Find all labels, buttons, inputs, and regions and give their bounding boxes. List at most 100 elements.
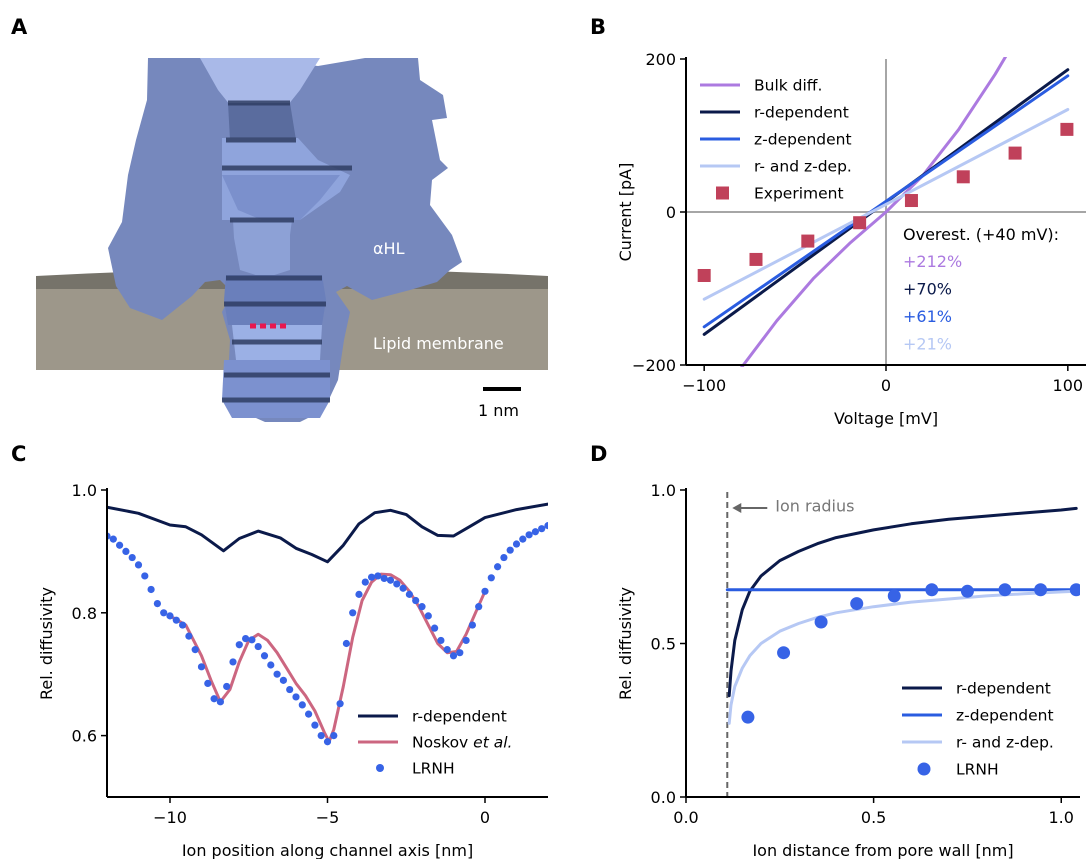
series-lrnh-marker xyxy=(777,646,791,660)
scale-bar-label: 1 nm xyxy=(478,401,519,420)
series-lrnh-marker xyxy=(544,522,548,530)
y-tick-label: 0 xyxy=(666,203,676,222)
series-lrnh-marker xyxy=(342,639,350,648)
plot-area xyxy=(725,506,1080,725)
series-lrnh-marker xyxy=(525,531,533,539)
chart-b: −100 0 100 −200 0 200 Voltage [mV] Current [pA]… xyxy=(616,50,1086,428)
series-lrnh-marker xyxy=(349,609,357,617)
legend: r-dependent Noskov et al. LRNH xyxy=(358,708,512,778)
series-lrnh-marker xyxy=(456,649,464,657)
legend-label: LRNH xyxy=(412,760,455,778)
series-lrnh-marker xyxy=(462,636,470,645)
y-tick-label: 0.8 xyxy=(72,604,97,623)
series-lrnh-marker xyxy=(374,572,382,580)
ion-radius-label: Ion radius xyxy=(775,497,854,516)
series-lrnh-marker xyxy=(437,636,445,645)
legend-label: Noskov et al. xyxy=(412,734,512,752)
series-r-dependent-line xyxy=(107,502,548,564)
series-lrnh-marker xyxy=(179,621,187,629)
series-lrnh-marker xyxy=(185,632,193,640)
series-lrnh-marker xyxy=(191,646,199,654)
legend-label: r-dependent xyxy=(754,104,849,122)
panel-label-b: B xyxy=(590,15,606,39)
series-lrnh-marker xyxy=(210,695,218,703)
legend-label: r- and z-dep. xyxy=(956,734,1054,752)
series-experiment-marker xyxy=(853,216,867,230)
y-tick-label: 200 xyxy=(645,50,676,69)
series-lrnh-marker xyxy=(424,612,432,620)
x-axis-label: Ion distance from pore wall [nm] xyxy=(752,841,1013,859)
plot-area xyxy=(697,57,1074,367)
series-lrnh-marker xyxy=(242,634,250,643)
series-lrnh-marker xyxy=(418,603,426,611)
series-lrnh-marker xyxy=(109,535,117,543)
series-lrnh-marker xyxy=(229,658,237,666)
series-lrnh-marker xyxy=(1069,583,1080,597)
series-lrnh-marker xyxy=(279,676,287,684)
series-lrnh-marker xyxy=(506,546,514,554)
series-lrnh-marker xyxy=(468,621,476,629)
series-lrnh-marker xyxy=(122,547,130,556)
series-lrnh-marker xyxy=(405,590,413,598)
series-lrnh-marker xyxy=(850,597,864,611)
series-lrnh-marker xyxy=(814,615,828,629)
series-lrnh-marker xyxy=(286,685,294,694)
series-lrnh-marker xyxy=(330,732,338,740)
chart-d: Ion radius 0.0 0.5 1.0 0.0 0.5 1.0 Ion distance… xyxy=(616,481,1080,859)
series-lrnh-marker xyxy=(494,563,502,571)
series-lrnh-marker xyxy=(172,616,180,624)
legend-label: LRNH xyxy=(956,761,999,779)
y-tick-label: −200 xyxy=(632,356,676,375)
series-lrnh-marker xyxy=(273,670,281,678)
x-tick-label: 0 xyxy=(480,808,490,827)
series-lrnh-marker xyxy=(355,590,363,598)
y-axis-label: Rel. diffusivity xyxy=(37,587,56,700)
series-lrnh-marker xyxy=(449,652,458,660)
series-lrnh-marker xyxy=(160,609,168,617)
plot-area xyxy=(107,502,548,746)
series-experiment-marker xyxy=(749,252,763,266)
overestimation-value: +70% xyxy=(903,280,952,299)
series-lrnh-marker xyxy=(531,528,540,536)
series-experiment-marker xyxy=(801,234,815,248)
series-lrnh-marker xyxy=(153,599,161,608)
series-lrnh-marker xyxy=(254,642,262,651)
x-tick-label: 0.0 xyxy=(673,808,698,827)
series-lrnh-marker xyxy=(298,701,306,709)
series-lrnh-marker xyxy=(197,663,206,671)
y-axis-label: Current [pA] xyxy=(616,163,635,262)
legend: Bulk diff. r-dependent z-dependent r- and z… xyxy=(700,77,852,203)
series-lrnh-marker xyxy=(317,732,325,740)
series-lrnh-marker xyxy=(487,574,495,582)
x-tick-label: −5 xyxy=(316,808,340,827)
y-tick-label: 1.0 xyxy=(651,481,676,500)
series-lrnh-marker xyxy=(204,679,212,688)
legend-label: Experiment xyxy=(754,185,844,203)
legend-label: r-dependent xyxy=(412,708,507,726)
series-lrnh-marker xyxy=(216,698,224,706)
legend-label: r-dependent xyxy=(956,680,1051,698)
series-lrnh-marker xyxy=(960,584,974,598)
series-lrnh-marker xyxy=(431,624,439,632)
overestimation-value: +61% xyxy=(903,307,952,326)
series-experiment-marker xyxy=(1060,122,1074,136)
y-axis-label: Rel. diffusivity xyxy=(616,587,635,700)
series-lrnh-marker xyxy=(887,589,901,603)
series-lrnh-marker xyxy=(147,585,155,594)
series-experiment-marker xyxy=(904,194,918,208)
membrane-label: Lipid membrane xyxy=(373,334,504,353)
legend-label: z-dependent xyxy=(956,707,1054,725)
legend-swatch xyxy=(716,186,729,200)
legend-label: r- and z-dep. xyxy=(754,158,852,176)
series-lrnh-marker xyxy=(741,710,755,724)
series-lrnh-marker xyxy=(166,612,174,620)
chart-c: −10 −5 0 0.6 0.8 1.0 Ion position along channe… xyxy=(37,481,548,859)
panel-label-d: D xyxy=(590,442,607,466)
overestimation-title: Overest. (+40 mV): xyxy=(903,225,1059,244)
x-axis-label: Voltage [mV] xyxy=(834,409,938,428)
legend-label: Bulk diff. xyxy=(754,77,822,95)
series-lrnh-marker xyxy=(393,580,401,588)
legend-swatch xyxy=(376,764,384,772)
series-lrnh-marker xyxy=(481,587,489,595)
x-tick-label: 0 xyxy=(881,376,891,395)
